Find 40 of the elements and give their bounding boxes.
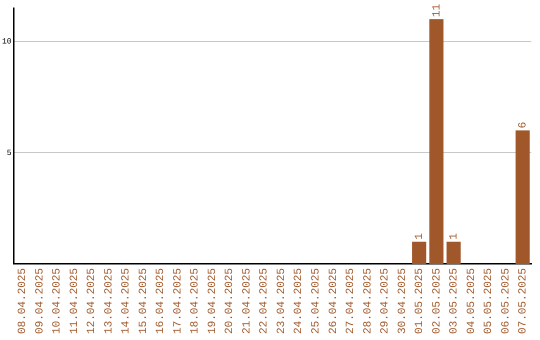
x-tick-label: 24.04.2025 bbox=[293, 268, 306, 334]
x-tick-label: 15.04.2025 bbox=[138, 268, 150, 334]
x-tick-label: 18.04.2025 bbox=[190, 268, 202, 334]
x-tick-label: 10.04.2025 bbox=[52, 268, 64, 334]
x-tick-label: 03.05.2025 bbox=[448, 268, 461, 334]
data-label: 11 bbox=[431, 4, 444, 18]
x-tick-label: 28.04.2025 bbox=[362, 268, 374, 334]
x-tick-label: 30.04.2025 bbox=[396, 268, 409, 334]
x-tick-label: 06.05.2025 bbox=[500, 268, 512, 334]
x-tick-label: 12.04.2025 bbox=[86, 268, 98, 334]
x-tick-label: 09.04.2025 bbox=[34, 268, 46, 334]
x-tick-label: 19.04.2025 bbox=[206, 268, 219, 334]
x-tick-label: 02.05.2025 bbox=[431, 268, 444, 334]
x-tick-label: 01.05.2025 bbox=[414, 268, 426, 334]
x-tick-label: 20.04.2025 bbox=[224, 268, 236, 334]
data-label: 1 bbox=[448, 232, 461, 240]
bar bbox=[446, 242, 461, 264]
bar bbox=[516, 130, 530, 264]
data-label: 1 bbox=[414, 232, 426, 240]
x-tick-label: 23.04.2025 bbox=[276, 268, 288, 334]
x-tick-label: 26.04.2025 bbox=[328, 268, 340, 334]
x-tick-label: 22.04.2025 bbox=[258, 268, 271, 334]
x-tick-label: 08.04.2025 bbox=[17, 268, 30, 334]
x-tick-label: 21.04.2025 bbox=[241, 268, 254, 334]
bar bbox=[429, 19, 444, 264]
x-tick-label: 29.04.2025 bbox=[380, 268, 392, 334]
x-tick-label: 27.04.2025 bbox=[345, 268, 358, 334]
x-tick-label: 05.05.2025 bbox=[483, 268, 496, 334]
x-tick-label: 07.05.2025 bbox=[518, 268, 530, 334]
bar bbox=[412, 242, 426, 264]
x-tick-label: 04.05.2025 bbox=[466, 268, 478, 334]
x-tick-label: 14.04.2025 bbox=[120, 268, 133, 334]
x-tick-label: 25.04.2025 bbox=[310, 268, 322, 334]
x-tick-label: 13.04.2025 bbox=[103, 268, 116, 334]
x-tick-label: 17.04.2025 bbox=[172, 268, 184, 334]
y-tick-label: 5 bbox=[6, 148, 12, 158]
x-tick-label: 16.04.2025 bbox=[155, 268, 168, 334]
x-tick-label: 11.04.2025 bbox=[68, 268, 81, 334]
data-label: 6 bbox=[518, 122, 530, 128]
y-tick-label: 10 bbox=[2, 38, 12, 47]
